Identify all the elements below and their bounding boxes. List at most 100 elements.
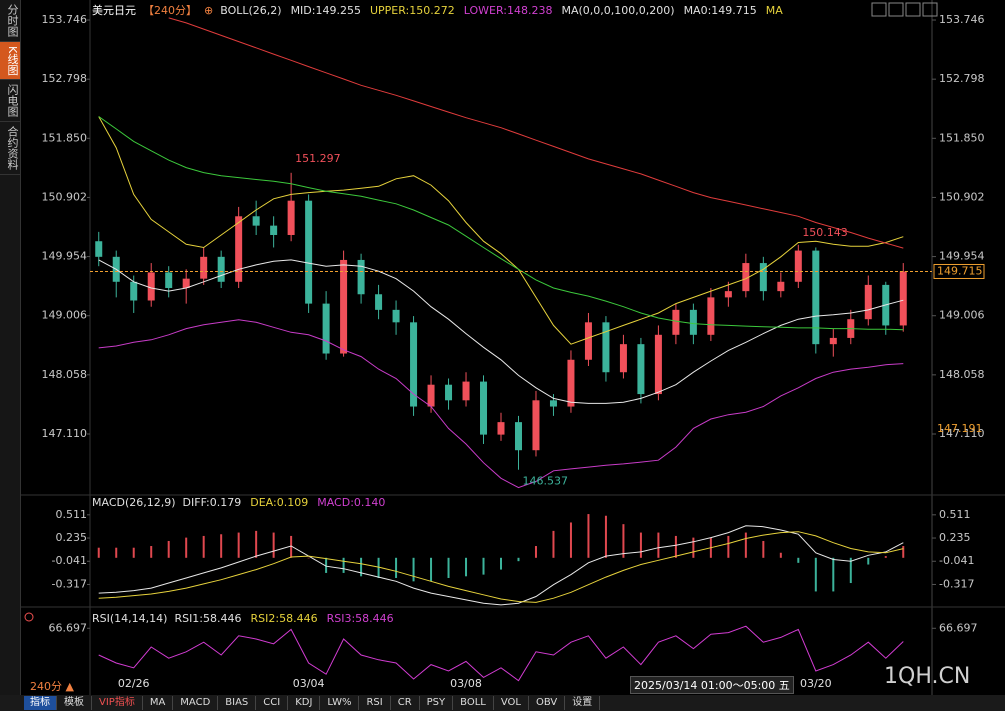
indicator-label: RSI2:58.446 [250,612,318,625]
toolbar-item[interactable]: VOL [494,696,529,710]
indicator-labels: RSI1:58.446 RSI2:58.446 RSI3:58.446 [174,612,393,625]
candle-body [200,256,208,279]
extreme-label: 150.143 [802,226,848,239]
icon[interactable] [888,2,904,17]
toolbar-item[interactable]: BOLL [453,696,494,710]
toolbar-item[interactable]: LW% [320,696,360,710]
y-tick-label: 153.746 [939,13,985,26]
macd-bar [377,557,380,578]
macd-bar [517,557,520,562]
y-tick-label: -0.317 [939,577,974,590]
candle-body [742,263,750,292]
toolbar-item[interactable]: MA [143,696,174,710]
icon[interactable] [922,2,938,17]
add-icon[interactable]: ⊕ [204,3,214,17]
y-tick-label: 66.697 [49,621,88,634]
macd-bar [115,547,118,558]
candle-body [567,359,575,407]
macd-bar [832,557,835,592]
toolbar-item[interactable]: CCI [256,696,289,710]
macd-bar [587,514,590,558]
y-tick-label: 149.006 [42,309,88,322]
macd-bar [884,556,887,558]
rsi-header: RSI(14,14,14) RSI1:58.446 RSI2:58.446 RSI3… [92,612,394,625]
toolbar-item[interactable]: 设置 [565,696,601,710]
period-button[interactable]: 240分 ▲ [30,680,74,693]
macd-bar [167,540,170,558]
indicator-line [98,319,904,489]
y-tick-label: -0.041 [52,554,87,567]
toolbar-item[interactable]: CR [391,696,420,710]
macd-bar [342,557,345,573]
indicator-line [168,17,904,249]
macd-bar [552,530,555,558]
x-tick-label: 03/08 [450,677,482,690]
candle-body [829,337,837,345]
last-price-box [933,263,985,279]
y-tick-label: 152.798 [42,72,88,85]
macd-bar [674,535,677,558]
tab[interactable]: K线图 [0,42,20,81]
indicator-line [98,116,904,345]
macd-bar [150,546,153,558]
period-label[interactable]: 240分 [30,680,62,693]
toolbar-item[interactable]: OBV [529,696,566,710]
indicator-label: MA [765,3,783,17]
macd-bar [447,557,450,578]
toolbar-icons[interactable] [871,2,938,17]
candle-body [602,322,610,373]
y-tick-label: 0.235 [56,531,88,544]
y-tick-label: 148.058 [939,368,985,381]
extreme-label: 151.297 [295,152,341,165]
candle-body [445,384,453,401]
candle-body [584,322,592,360]
toolbar-item[interactable]: 模板 [57,696,92,710]
macd-bar [325,557,328,573]
toolbar-item[interactable]: RSI [359,696,391,710]
candle-body [130,281,138,301]
crosshair-price: 147.191 [937,422,983,435]
macd-bar [534,546,537,558]
macd-bar [465,557,468,577]
tab[interactable]: 合约资料 [0,122,20,176]
icon[interactable] [871,2,887,17]
candle-body [375,294,383,310]
macd-bar [744,532,747,558]
toolbar-item[interactable]: MACD [173,696,219,710]
tab[interactable]: 分时图 [0,0,20,42]
y-tick-label: 151.850 [939,131,985,144]
candle-body [777,281,785,292]
indicator-label: BOLL(26,2) [220,3,282,17]
x-tick-label: 03/20 [800,677,832,690]
y-tick-label: 152.798 [939,72,985,85]
toolbar-item[interactable]: 指标 [24,696,57,710]
candle-body [217,256,225,282]
symbol: 美元日元 [92,4,136,17]
macd-bar [692,537,695,558]
candle-body [95,241,103,257]
period[interactable]: 【240分】 [143,4,197,17]
macd-bar [814,557,817,592]
candle-body [672,309,680,335]
candle-body [497,422,505,435]
macd-bar [220,534,223,558]
macd-bar [867,557,870,565]
candle-body [794,250,802,282]
y-tick-label: -0.317 [52,577,87,590]
macd-bar [500,557,502,570]
macd-bar [97,547,100,558]
icon[interactable] [905,2,921,17]
indicator-icon[interactable] [24,612,34,622]
indicator-label: UPPER:150.272 [369,3,455,17]
toolbar-item[interactable]: KDJ [288,696,321,710]
tab[interactable]: 闪电图 [0,80,20,123]
y-tick-label: 151.850 [42,131,88,144]
toolbar-item[interactable]: VIP指标 [92,696,143,710]
candle-body [549,400,557,407]
toolbar-item[interactable]: BIAS [218,696,257,710]
macd-bar [902,546,905,558]
macd-bar [202,535,205,558]
toolbar-item[interactable]: PSY [420,696,454,710]
